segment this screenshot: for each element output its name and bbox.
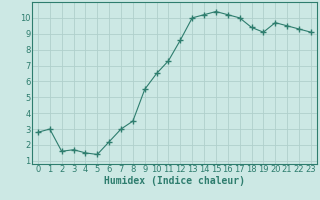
X-axis label: Humidex (Indice chaleur): Humidex (Indice chaleur) [104, 176, 245, 186]
